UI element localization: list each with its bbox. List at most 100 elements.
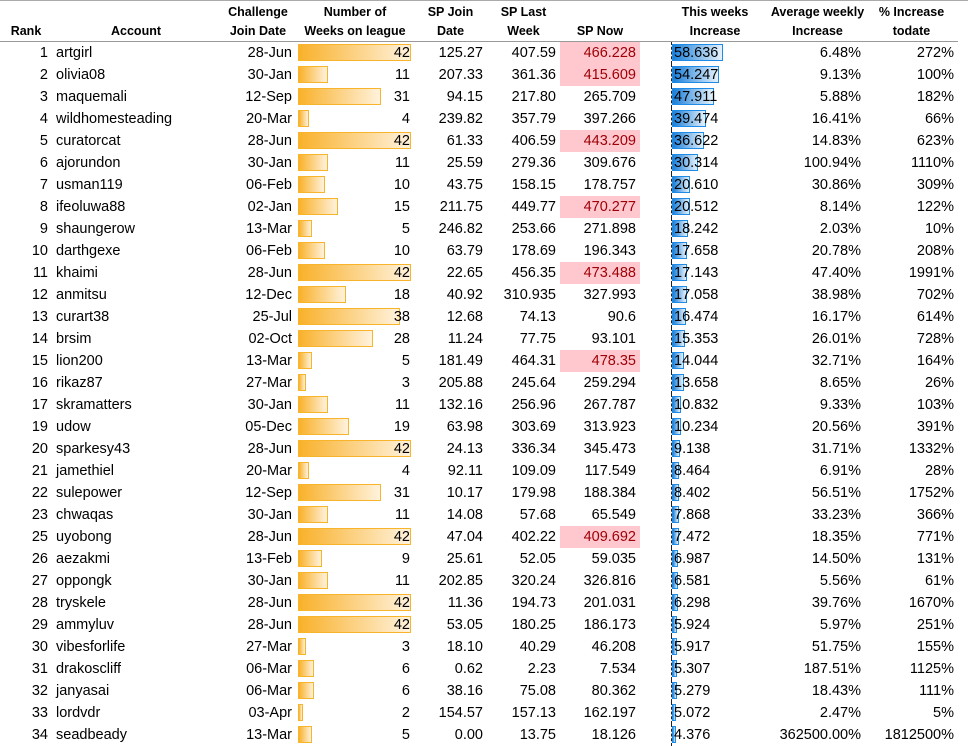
account-cell[interactable]: udow: [52, 416, 220, 438]
account-cell[interactable]: ajorundon: [52, 152, 220, 174]
avg-weekly-cell[interactable]: 16.17%: [770, 306, 865, 328]
sp-join-cell[interactable]: 38.16: [414, 680, 487, 702]
account-cell[interactable]: vibesforlife: [52, 636, 220, 658]
sp-last-cell[interactable]: 402.22: [487, 526, 560, 548]
account-cell[interactable]: aezakmi: [52, 548, 220, 570]
pct-todate-cell[interactable]: 771%: [865, 526, 958, 548]
this-week-increase-cell[interactable]: 6.298: [640, 592, 770, 614]
sp-join-cell[interactable]: 10.17: [414, 482, 487, 504]
rank-cell[interactable]: 15: [0, 350, 52, 372]
sp-last-cell[interactable]: 178.69: [487, 240, 560, 262]
account-cell[interactable]: brsim: [52, 328, 220, 350]
weeks-cell[interactable]: 10: [296, 240, 414, 262]
this-week-increase-cell[interactable]: 5.924: [640, 614, 770, 636]
account-cell[interactable]: rikaz87: [52, 372, 220, 394]
join-date-cell[interactable]: 30-Jan: [220, 64, 296, 86]
this-week-increase-cell[interactable]: 16.474: [640, 306, 770, 328]
weeks-cell[interactable]: 9: [296, 548, 414, 570]
join-date-cell[interactable]: 28-Jun: [220, 262, 296, 284]
account-cell[interactable]: sparkesy43: [52, 438, 220, 460]
pct-todate-cell[interactable]: 28%: [865, 460, 958, 482]
rank-cell[interactable]: 7: [0, 174, 52, 196]
rank-cell[interactable]: 30: [0, 636, 52, 658]
sp-join-cell[interactable]: 246.82: [414, 218, 487, 240]
weeks-cell[interactable]: 4: [296, 108, 414, 130]
avg-weekly-cell[interactable]: 47.40%: [770, 262, 865, 284]
sp-last-cell[interactable]: 253.66: [487, 218, 560, 240]
this-week-increase-cell[interactable]: 39.474: [640, 108, 770, 130]
join-date-cell[interactable]: 06-Feb: [220, 240, 296, 262]
weeks-cell[interactable]: 15: [296, 196, 414, 218]
pct-todate-cell[interactable]: 5%: [865, 702, 958, 724]
this-week-increase-cell[interactable]: 36.622: [640, 130, 770, 152]
rank-cell[interactable]: 22: [0, 482, 52, 504]
avg-weekly-cell[interactable]: 5.97%: [770, 614, 865, 636]
sp-last-cell[interactable]: 256.96: [487, 394, 560, 416]
rank-cell[interactable]: 16: [0, 372, 52, 394]
pct-todate-cell[interactable]: 1670%: [865, 592, 958, 614]
this-week-increase-cell[interactable]: 20.610: [640, 174, 770, 196]
sp-last-cell[interactable]: 13.75: [487, 724, 560, 746]
account-cell[interactable]: maquemali: [52, 86, 220, 108]
join-date-cell[interactable]: 13-Mar: [220, 218, 296, 240]
rank-cell[interactable]: 1: [0, 42, 52, 65]
join-date-cell[interactable]: 28-Jun: [220, 614, 296, 636]
rank-cell[interactable]: 28: [0, 592, 52, 614]
account-cell[interactable]: jamethiel: [52, 460, 220, 482]
avg-weekly-cell[interactable]: 6.48%: [770, 42, 865, 65]
weeks-cell[interactable]: 10: [296, 174, 414, 196]
weeks-cell[interactable]: 28: [296, 328, 414, 350]
sp-last-cell[interactable]: 158.15: [487, 174, 560, 196]
account-cell[interactable]: curatorcat: [52, 130, 220, 152]
account-cell[interactable]: lion200: [52, 350, 220, 372]
this-week-increase-cell[interactable]: 5.279: [640, 680, 770, 702]
sp-now-cell[interactable]: 478.35: [560, 350, 640, 372]
weeks-cell[interactable]: 5: [296, 724, 414, 746]
this-week-increase-cell[interactable]: 9.138: [640, 438, 770, 460]
this-week-increase-cell[interactable]: 10.832: [640, 394, 770, 416]
rank-cell[interactable]: 27: [0, 570, 52, 592]
join-date-cell[interactable]: 12-Dec: [220, 284, 296, 306]
weeks-cell[interactable]: 5: [296, 218, 414, 240]
join-date-cell[interactable]: 25-Jul: [220, 306, 296, 328]
sp-join-cell[interactable]: 92.11: [414, 460, 487, 482]
avg-weekly-cell[interactable]: 2.03%: [770, 218, 865, 240]
sp-last-cell[interactable]: 407.59: [487, 42, 560, 65]
this-week-increase-cell[interactable]: 4.376: [640, 724, 770, 746]
rank-cell[interactable]: 31: [0, 658, 52, 680]
header-account[interactable]: Account: [52, 1, 220, 42]
weeks-cell[interactable]: 42: [296, 42, 414, 65]
sp-now-cell[interactable]: 80.362: [560, 680, 640, 702]
rank-cell[interactable]: 32: [0, 680, 52, 702]
pct-todate-cell[interactable]: 309%: [865, 174, 958, 196]
weeks-cell[interactable]: 3: [296, 372, 414, 394]
sp-last-cell[interactable]: 52.05: [487, 548, 560, 570]
join-date-cell[interactable]: 13-Mar: [220, 350, 296, 372]
this-week-increase-cell[interactable]: 6.987: [640, 548, 770, 570]
sp-now-cell[interactable]: 309.676: [560, 152, 640, 174]
this-week-increase-cell[interactable]: 47.911: [640, 86, 770, 108]
pct-todate-cell[interactable]: 366%: [865, 504, 958, 526]
rank-cell[interactable]: 29: [0, 614, 52, 636]
weeks-cell[interactable]: 11: [296, 394, 414, 416]
account-cell[interactable]: shaungerow: [52, 218, 220, 240]
rank-cell[interactable]: 4: [0, 108, 52, 130]
pct-todate-cell[interactable]: 164%: [865, 350, 958, 372]
avg-weekly-cell[interactable]: 2.47%: [770, 702, 865, 724]
sp-now-cell[interactable]: 265.709: [560, 86, 640, 108]
this-week-increase-cell[interactable]: 13.658: [640, 372, 770, 394]
sp-join-cell[interactable]: 12.68: [414, 306, 487, 328]
rank-cell[interactable]: 8: [0, 196, 52, 218]
pct-todate-cell[interactable]: 1752%: [865, 482, 958, 504]
weeks-cell[interactable]: 11: [296, 504, 414, 526]
this-week-increase-cell[interactable]: 6.581: [640, 570, 770, 592]
sp-now-cell[interactable]: 271.898: [560, 218, 640, 240]
sp-now-cell[interactable]: 327.993: [560, 284, 640, 306]
account-cell[interactable]: olivia08: [52, 64, 220, 86]
rank-cell[interactable]: 21: [0, 460, 52, 482]
sp-join-cell[interactable]: 24.13: [414, 438, 487, 460]
account-cell[interactable]: janyasai: [52, 680, 220, 702]
sp-now-cell[interactable]: 46.208: [560, 636, 640, 658]
